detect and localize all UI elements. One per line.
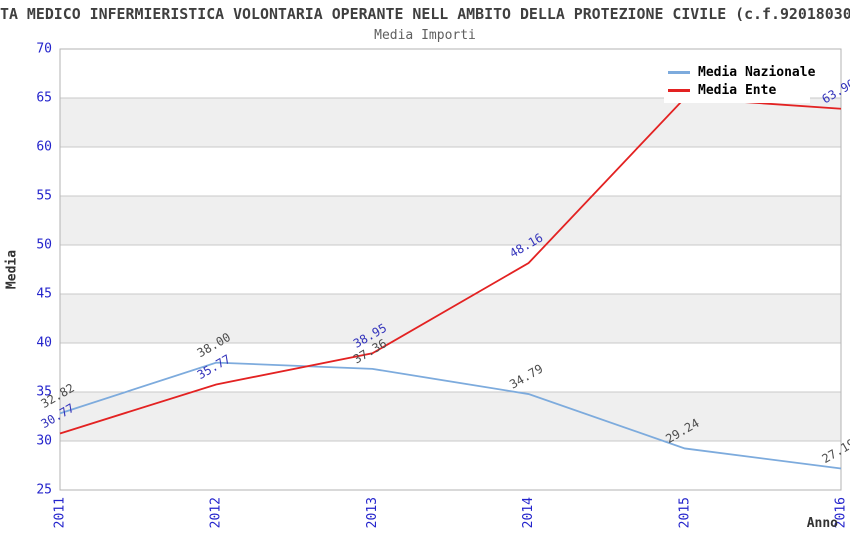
plot-band (60, 343, 841, 392)
x-tick-label: 2012 (209, 497, 224, 528)
y-tick-label: 65 (36, 91, 52, 106)
series-line-media-nazionale (59, 361, 842, 470)
x-tick-label: 2013 (365, 497, 380, 528)
legend-label-media-ente: Media Ente (698, 83, 776, 98)
y-tick-label: 40 (36, 336, 52, 351)
x-tick-label: 2016 (834, 497, 849, 528)
y-axis-title: Media (5, 250, 20, 289)
x-axis-title: Anno (807, 516, 838, 531)
y-tick-label: 45 (36, 287, 52, 302)
legend-box (664, 57, 810, 103)
x-tick-label: 2011 (53, 497, 68, 528)
y-tick-label: 60 (36, 140, 52, 155)
plot-band (60, 196, 841, 245)
y-tick-label: 70 (36, 42, 52, 57)
chart-subtitle: Media Importi (374, 28, 476, 43)
plot-band (60, 392, 841, 441)
chart-title: TA MEDICO INFERMIERISTICA VOLONTARIA OPE… (0, 5, 850, 23)
y-tick-label: 30 (36, 434, 52, 449)
y-tick-label: 55 (36, 189, 52, 204)
plot-band (60, 98, 841, 147)
y-tick-label: 25 (36, 483, 52, 498)
plot-band (60, 245, 841, 294)
y-tick-label: 35 (36, 385, 52, 400)
x-tick-label: 2015 (677, 497, 692, 528)
legend-label-media-nazionale: Media Nazionale (698, 65, 816, 80)
plot-band (60, 441, 841, 490)
plot-border (59, 48, 842, 491)
y-tick-label: 50 (36, 238, 52, 253)
plot-band (60, 294, 841, 343)
plot-band (60, 147, 841, 196)
x-tick-label: 2014 (521, 497, 536, 528)
